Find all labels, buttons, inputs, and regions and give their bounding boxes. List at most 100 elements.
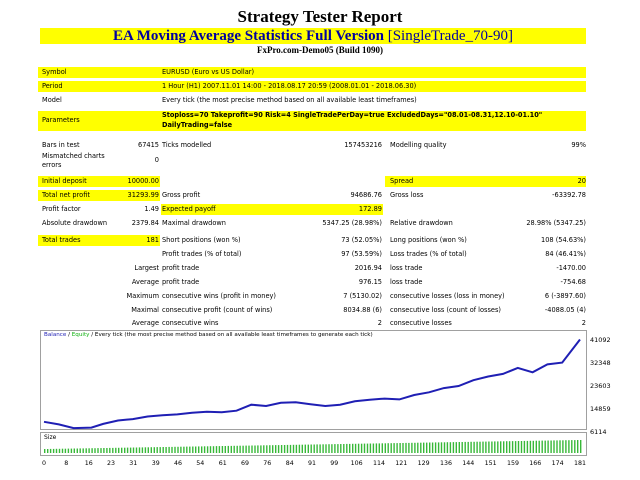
largest-profit-value: 2016.94 xyxy=(354,264,382,272)
x-tick-label: 144 xyxy=(462,460,474,467)
legend-balance: Balance xyxy=(44,332,67,338)
parameters-label: Parameters xyxy=(42,116,80,124)
grossprofit-label: Gross profit xyxy=(162,191,201,199)
trades-label: Total trades xyxy=(42,236,81,244)
avg-profit-label: profit trade xyxy=(162,278,200,286)
x-tick-label: 159 xyxy=(507,460,519,467)
server-info: FxPro.com-Demo05 (Build 1090) xyxy=(256,45,384,55)
ticks-label: Ticks modelled xyxy=(162,141,212,149)
x-tick-label: 31 xyxy=(129,460,137,467)
parameters-line-1: Stoploss=70 Takeprofit=90 Risk=4 SingleT… xyxy=(162,111,543,119)
period-label: Period xyxy=(42,82,63,90)
x-tick-label: 16 xyxy=(85,460,93,467)
y-tick-label: 6114 xyxy=(590,428,607,436)
y-tick-label: 32348 xyxy=(590,359,611,367)
long-value: 108 (54.63%) xyxy=(541,236,586,244)
losstrades-value: 84 (46.41%) xyxy=(545,250,586,258)
reldrawdown-value: 28.98% (5347.25) xyxy=(526,219,586,227)
balance-chart-panel xyxy=(40,330,587,430)
payoff-label: Expected payoff xyxy=(162,205,216,213)
long-label: Long positions (won %) xyxy=(390,236,467,244)
absdrawdown-value: 2379.84 xyxy=(131,219,159,227)
legend-rest: / Every tick (the most precise method ba… xyxy=(89,332,373,338)
payoff-value: 172.89 xyxy=(358,205,382,213)
average-label: Average xyxy=(131,278,159,286)
short-label: Short positions (won %) xyxy=(162,236,241,244)
bars-label: Bars in test xyxy=(42,141,80,149)
maxdrawdown-label: Maximal drawdown xyxy=(162,219,226,227)
trades-value: 181 xyxy=(146,236,159,244)
trades-highlight xyxy=(38,235,160,246)
average2-label: Average xyxy=(131,319,159,327)
avg-loss-value: -754.68 xyxy=(560,278,586,286)
x-tick-label: 76 xyxy=(263,460,271,467)
report-title: Strategy Tester Report xyxy=(237,7,403,26)
max-consec-wins-value: 7 (5130.02) xyxy=(343,292,382,300)
netprofit-label: Total net profit xyxy=(42,191,90,199)
legend-equity: Equity xyxy=(71,332,90,338)
bars-value: 67415 xyxy=(138,141,159,149)
x-tick-label: 23 xyxy=(107,460,115,467)
model-label: Model xyxy=(42,96,62,104)
period-value: 1 Hour (H1) 2007.11.01 14:00 - 2018.08.1… xyxy=(162,82,417,90)
balance-chart-legend: Balance / Equity / Every tick (the most … xyxy=(44,332,373,338)
deposit-label: Initial deposit xyxy=(42,177,87,185)
avg-consec-wins-value: 2 xyxy=(377,319,382,327)
largest-loss-value: -1470.00 xyxy=(556,264,586,272)
parameters-row-highlight xyxy=(38,111,586,131)
x-tick-label: 99 xyxy=(330,460,338,467)
max-consec-losses-value: 6 (-3897.60) xyxy=(544,292,586,300)
max-consec-wins-label: consecutive wins (profit in money) xyxy=(162,292,277,300)
spread-label: Spread xyxy=(390,177,414,185)
profitfactor-label: Profit factor xyxy=(42,205,81,213)
avg-loss-label: loss trade xyxy=(390,278,423,286)
avg-profit-value: 976.15 xyxy=(358,278,382,286)
ea-name: EA Moving Average Statistics Full Versio… xyxy=(112,28,384,44)
largest-profit-label: profit trade xyxy=(162,264,200,272)
mismatch-label-line-1: Mismatched charts xyxy=(42,152,105,160)
x-tick-label: 174 xyxy=(552,460,564,467)
payoff-highlight xyxy=(161,204,383,215)
ticks-value: 157453216 xyxy=(344,141,382,149)
absdrawdown-label: Absolute drawdown xyxy=(42,219,108,227)
max-consec-losses-label: consecutive losses (loss in money) xyxy=(390,292,505,300)
maximal-consec-profit-label: consecutive profit (count of wins) xyxy=(162,306,273,314)
maximal-consec-loss-label: consecutive loss (count of losses) xyxy=(390,306,501,314)
largest-loss-label: loss trade xyxy=(390,264,423,272)
x-tick-label: 106 xyxy=(351,460,363,467)
y-tick-label: 23603 xyxy=(590,382,611,390)
ea-title-bar: EA Moving Average Statistics Full Versio… xyxy=(40,28,586,44)
x-tick-label: 84 xyxy=(286,460,294,467)
parameters-line-2: DailyTrading=false xyxy=(162,121,233,129)
x-tick-label: 0 xyxy=(42,460,46,467)
x-tick-label: 69 xyxy=(241,460,249,467)
model-value: Every tick (the most precise method base… xyxy=(162,96,417,104)
mismatch-value: 0 xyxy=(154,156,159,164)
maximal-consec-loss-value: -4088.05 (4) xyxy=(544,306,586,314)
period-row-highlight xyxy=(38,81,586,92)
deposit-value: 10000.00 xyxy=(127,177,159,185)
size-label: Size xyxy=(44,434,57,441)
x-tick-label: 91 xyxy=(308,460,316,467)
spread-value: 20 xyxy=(577,177,586,185)
avg-consec-losses-label: consecutive losses xyxy=(390,319,452,327)
mismatch-label-line-2: errors xyxy=(42,161,62,169)
size-chart-panel xyxy=(40,432,587,456)
short-value: 73 (52.05%) xyxy=(341,236,382,244)
reldrawdown-label: Relative drawdown xyxy=(390,219,453,227)
quality-label: Modelling quality xyxy=(390,141,447,149)
y-tick-label: 41092 xyxy=(590,336,611,344)
x-tick-label: 121 xyxy=(395,460,407,467)
avg-consec-wins-label: consecutive wins xyxy=(162,319,219,327)
x-tick-label: 8 xyxy=(64,460,68,467)
x-tick-label: 39 xyxy=(152,460,160,467)
grossprofit-value: 94686.76 xyxy=(350,191,382,199)
x-tick-label: 136 xyxy=(440,460,452,467)
x-tick-label: 54 xyxy=(196,460,204,467)
symbol-label: Symbol xyxy=(42,68,67,76)
deposit-highlight xyxy=(38,176,160,187)
profittrades-label: Profit trades (% of total) xyxy=(162,250,242,258)
symbol-value: EURUSD (Euro vs US Dollar) xyxy=(162,68,255,76)
x-tick-label: 46 xyxy=(174,460,182,467)
legend-sep: / xyxy=(66,332,72,338)
